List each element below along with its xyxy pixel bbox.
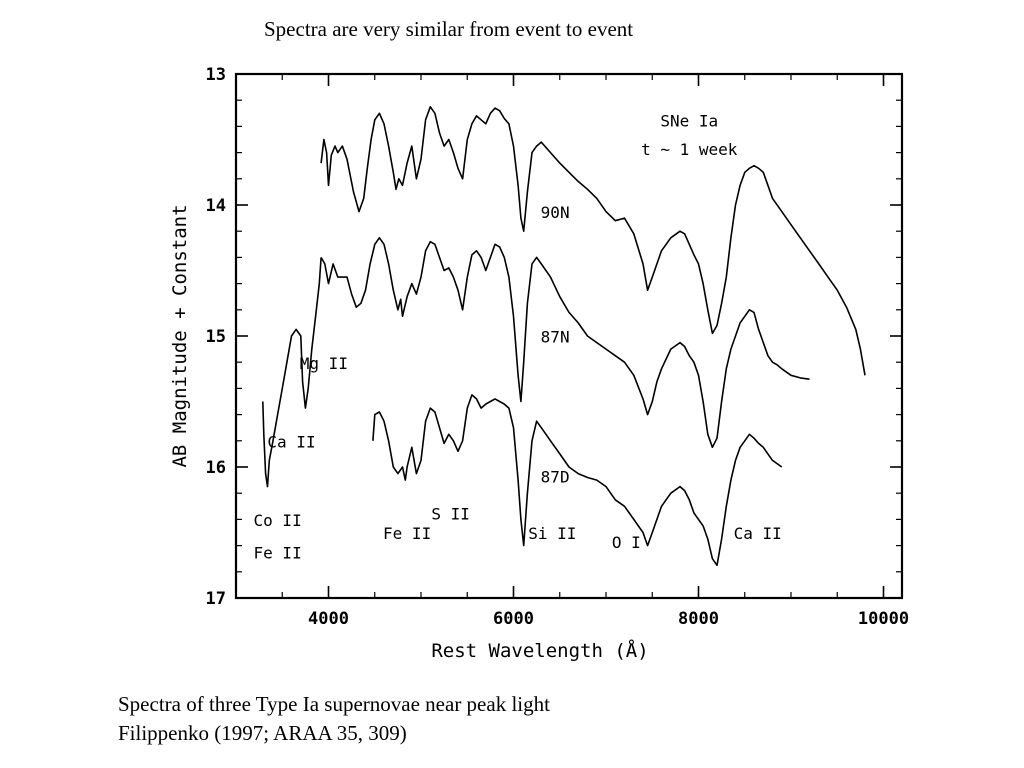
spectra-chart: 4000 6000 8000 10000 13 14 15 16 17 SNe Ia t ~ 1 … [160, 60, 930, 670]
annotation-label: Ca II [734, 524, 782, 543]
annotation-label: Fe II [254, 544, 302, 563]
x-tick-label: 10000 [858, 609, 909, 629]
annotation-label: 87D [541, 468, 570, 487]
annotations: SNe Ia t ~ 1 week 90N 87N 87D Mg II Ca II Co II… [254, 111, 782, 562]
figure-caption: Spectra of three Type Ia supernovae near… [118, 690, 550, 748]
annotation-label: Ca II [267, 432, 315, 451]
annotation-label: Mg II [300, 354, 348, 373]
chart-svg: 4000 6000 8000 10000 13 14 15 16 17 SNe Ia t ~ 1 … [169, 65, 910, 662]
tick-labels: 4000 6000 8000 10000 13 14 15 16 17 [206, 65, 910, 629]
annotation-label: t ~ 1 week [641, 140, 738, 159]
annotation-label: 87N [541, 328, 570, 347]
x-tick-label: 8000 [678, 609, 719, 629]
annotation-label: Si II [528, 524, 576, 543]
series-line-87n [320, 237, 810, 449]
caption-line-1: Spectra of three Type Ia supernovae near… [118, 692, 550, 716]
slide-title: Spectra are very similar from event to e… [264, 17, 634, 41]
series-line-87n-blue-extension [262, 257, 322, 488]
x-tick-label: 4000 [308, 609, 349, 629]
y-tick-label: 15 [206, 327, 226, 347]
series-line-90n [320, 105, 866, 376]
y-axis-title: AB Magnitude + Constant [169, 204, 191, 467]
annotation-label: SNe Ia [660, 111, 718, 130]
caption-line-2: Filippenko (1997; ARAA 35, 309) [118, 721, 407, 745]
annotation-label: Co II [254, 511, 302, 530]
x-tick-label: 6000 [493, 609, 534, 629]
y-tick-label: 13 [206, 65, 226, 85]
annotation-label: O I [612, 533, 641, 552]
y-tick-label: 16 [206, 458, 226, 478]
y-tick-label: 14 [206, 196, 226, 216]
tick-marks [236, 73, 902, 599]
annotation-label: S II [431, 504, 470, 523]
series-lines [262, 105, 866, 567]
y-tick-label: 17 [206, 589, 226, 609]
annotation-label: 90N [541, 203, 570, 222]
annotation-label: Fe II [383, 524, 431, 543]
series-line-87d [372, 394, 783, 567]
x-axis-title: Rest Wavelength (Å) [431, 639, 648, 662]
